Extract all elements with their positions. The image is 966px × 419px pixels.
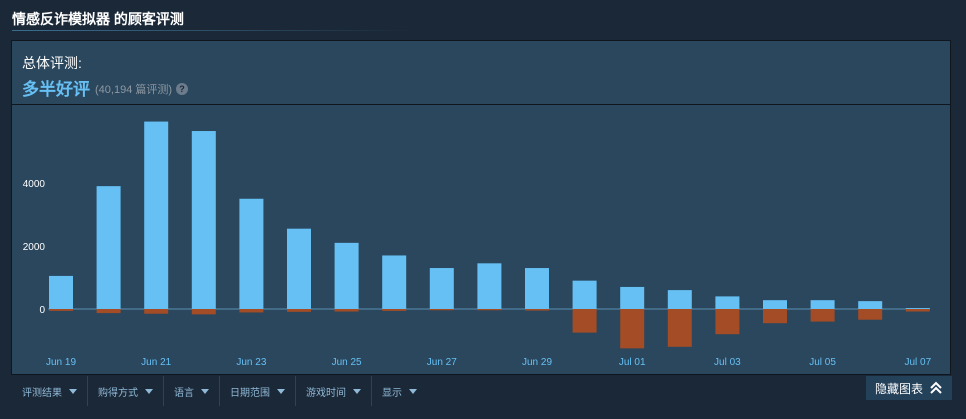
summary-label: 总体评测: [22,55,82,71]
x-tick-label: Jul 05 [809,357,836,368]
filter-display[interactable]: 显示 [372,376,427,406]
hide-chart-button[interactable]: 隐藏图表 [866,376,952,400]
x-tick-label: Jun 25 [332,357,362,368]
caret-down-icon [277,388,285,394]
negative-bar[interactable] [382,309,407,311]
negative-bar[interactable] [287,309,311,312]
reviews-panel: 总体评测: 多半好评 (40,194 篇评测) ? 4000 2000 0 Jun 1… [11,40,951,375]
negative-bar[interactable] [620,309,645,349]
y-tick-label: 4000 [23,179,46,190]
positive-bar[interactable] [96,186,121,309]
positive-bar[interactable] [287,228,311,309]
filter-language[interactable]: 语言 [164,376,220,406]
filter-playtime[interactable]: 游戏时间 [296,376,372,406]
x-tick-label: Jun 19 [46,357,76,368]
positive-bar[interactable] [572,280,597,309]
filter-label: 显示 [382,387,402,399]
filter-bar: 评测结果 购得方式 语言 日期范围 游戏时间 显示 [12,376,427,406]
review-rating[interactable]: 多半好评 [22,80,90,99]
positive-bar[interactable] [144,121,169,309]
negative-bar[interactable] [525,309,549,311]
hide-chart-label: 隐藏图表 [874,381,923,396]
positive-bar[interactable] [620,286,645,309]
x-tick-label: Jul 03 [714,357,741,368]
help-icon[interactable]: ? [176,82,189,95]
positive-bar[interactable] [715,296,740,309]
negative-bar[interactable] [334,309,359,312]
x-tick-label: Jun 27 [427,357,457,368]
caret-down-icon [353,388,361,394]
positive-bar[interactable] [905,308,930,310]
negative-bar[interactable] [191,309,216,315]
positive-bar[interactable] [334,242,359,309]
negative-bar[interactable] [429,309,454,311]
caret-down-icon [69,388,77,394]
negative-bar[interactable] [763,309,787,324]
negative-bar[interactable] [858,309,883,320]
filter-review-type[interactable]: 评测结果 [12,376,88,406]
filter-purchase-type[interactable]: 购得方式 [88,376,164,406]
x-tick-label: Jul 01 [619,357,646,368]
positive-bar[interactable] [239,198,264,309]
filter-label: 购得方式 [98,387,138,399]
y-tick-label: 2000 [23,242,46,253]
negative-bar[interactable] [49,309,73,311]
negative-bar[interactable] [715,309,740,335]
x-tick-label: Jun 23 [236,357,266,368]
x-tick-label: Jul 07 [904,357,931,368]
negative-bar[interactable] [810,309,835,322]
negative-bar[interactable] [905,309,930,312]
filter-label: 日期范围 [230,387,270,399]
positive-bar[interactable] [667,290,692,309]
x-tick-label: Jun 29 [522,357,552,368]
negative-bar[interactable] [572,309,597,333]
review-summary: 总体评测: 多半好评 (40,194 篇评测) ? [12,41,950,105]
positive-bar[interactable] [429,268,454,309]
caret-down-icon [145,388,153,394]
title-divider [12,30,412,31]
filter-label: 评测结果 [22,387,62,399]
filter-label: 语言 [174,387,194,399]
caret-down-icon [409,388,417,394]
y-tick-label: 0 [39,305,45,316]
positive-bar[interactable] [477,263,502,309]
x-tick-label: Jun 21 [141,357,171,368]
filter-label: 游戏时间 [306,387,346,399]
rating-row: 多半好评 (40,194 篇评测) ? [22,75,189,100]
positive-bar[interactable] [525,268,549,309]
positive-bar[interactable] [191,131,216,309]
negative-bar[interactable] [96,309,121,314]
positive-bar[interactable] [49,275,73,309]
caret-down-icon [201,388,209,394]
positive-bar[interactable] [810,300,835,309]
positive-bar[interactable] [763,300,787,309]
review-count: (40,194 篇评测) [95,84,173,96]
positive-bar[interactable] [858,301,883,309]
filter-date-range[interactable]: 日期范围 [220,376,296,406]
positive-bar[interactable] [382,255,407,309]
negative-bar[interactable] [239,309,264,313]
negative-bar[interactable] [144,309,169,314]
page-title: 情感反诈模拟器 的顾客评测 [12,11,184,27]
double-chevron-up-icon [930,381,942,394]
negative-bar[interactable] [477,309,502,311]
negative-bar[interactable] [667,309,692,347]
review-histogram: 4000 2000 0 Jun 19 Jun 21 Jun 23 Jun 25 Jun 27 J… [23,121,932,368]
